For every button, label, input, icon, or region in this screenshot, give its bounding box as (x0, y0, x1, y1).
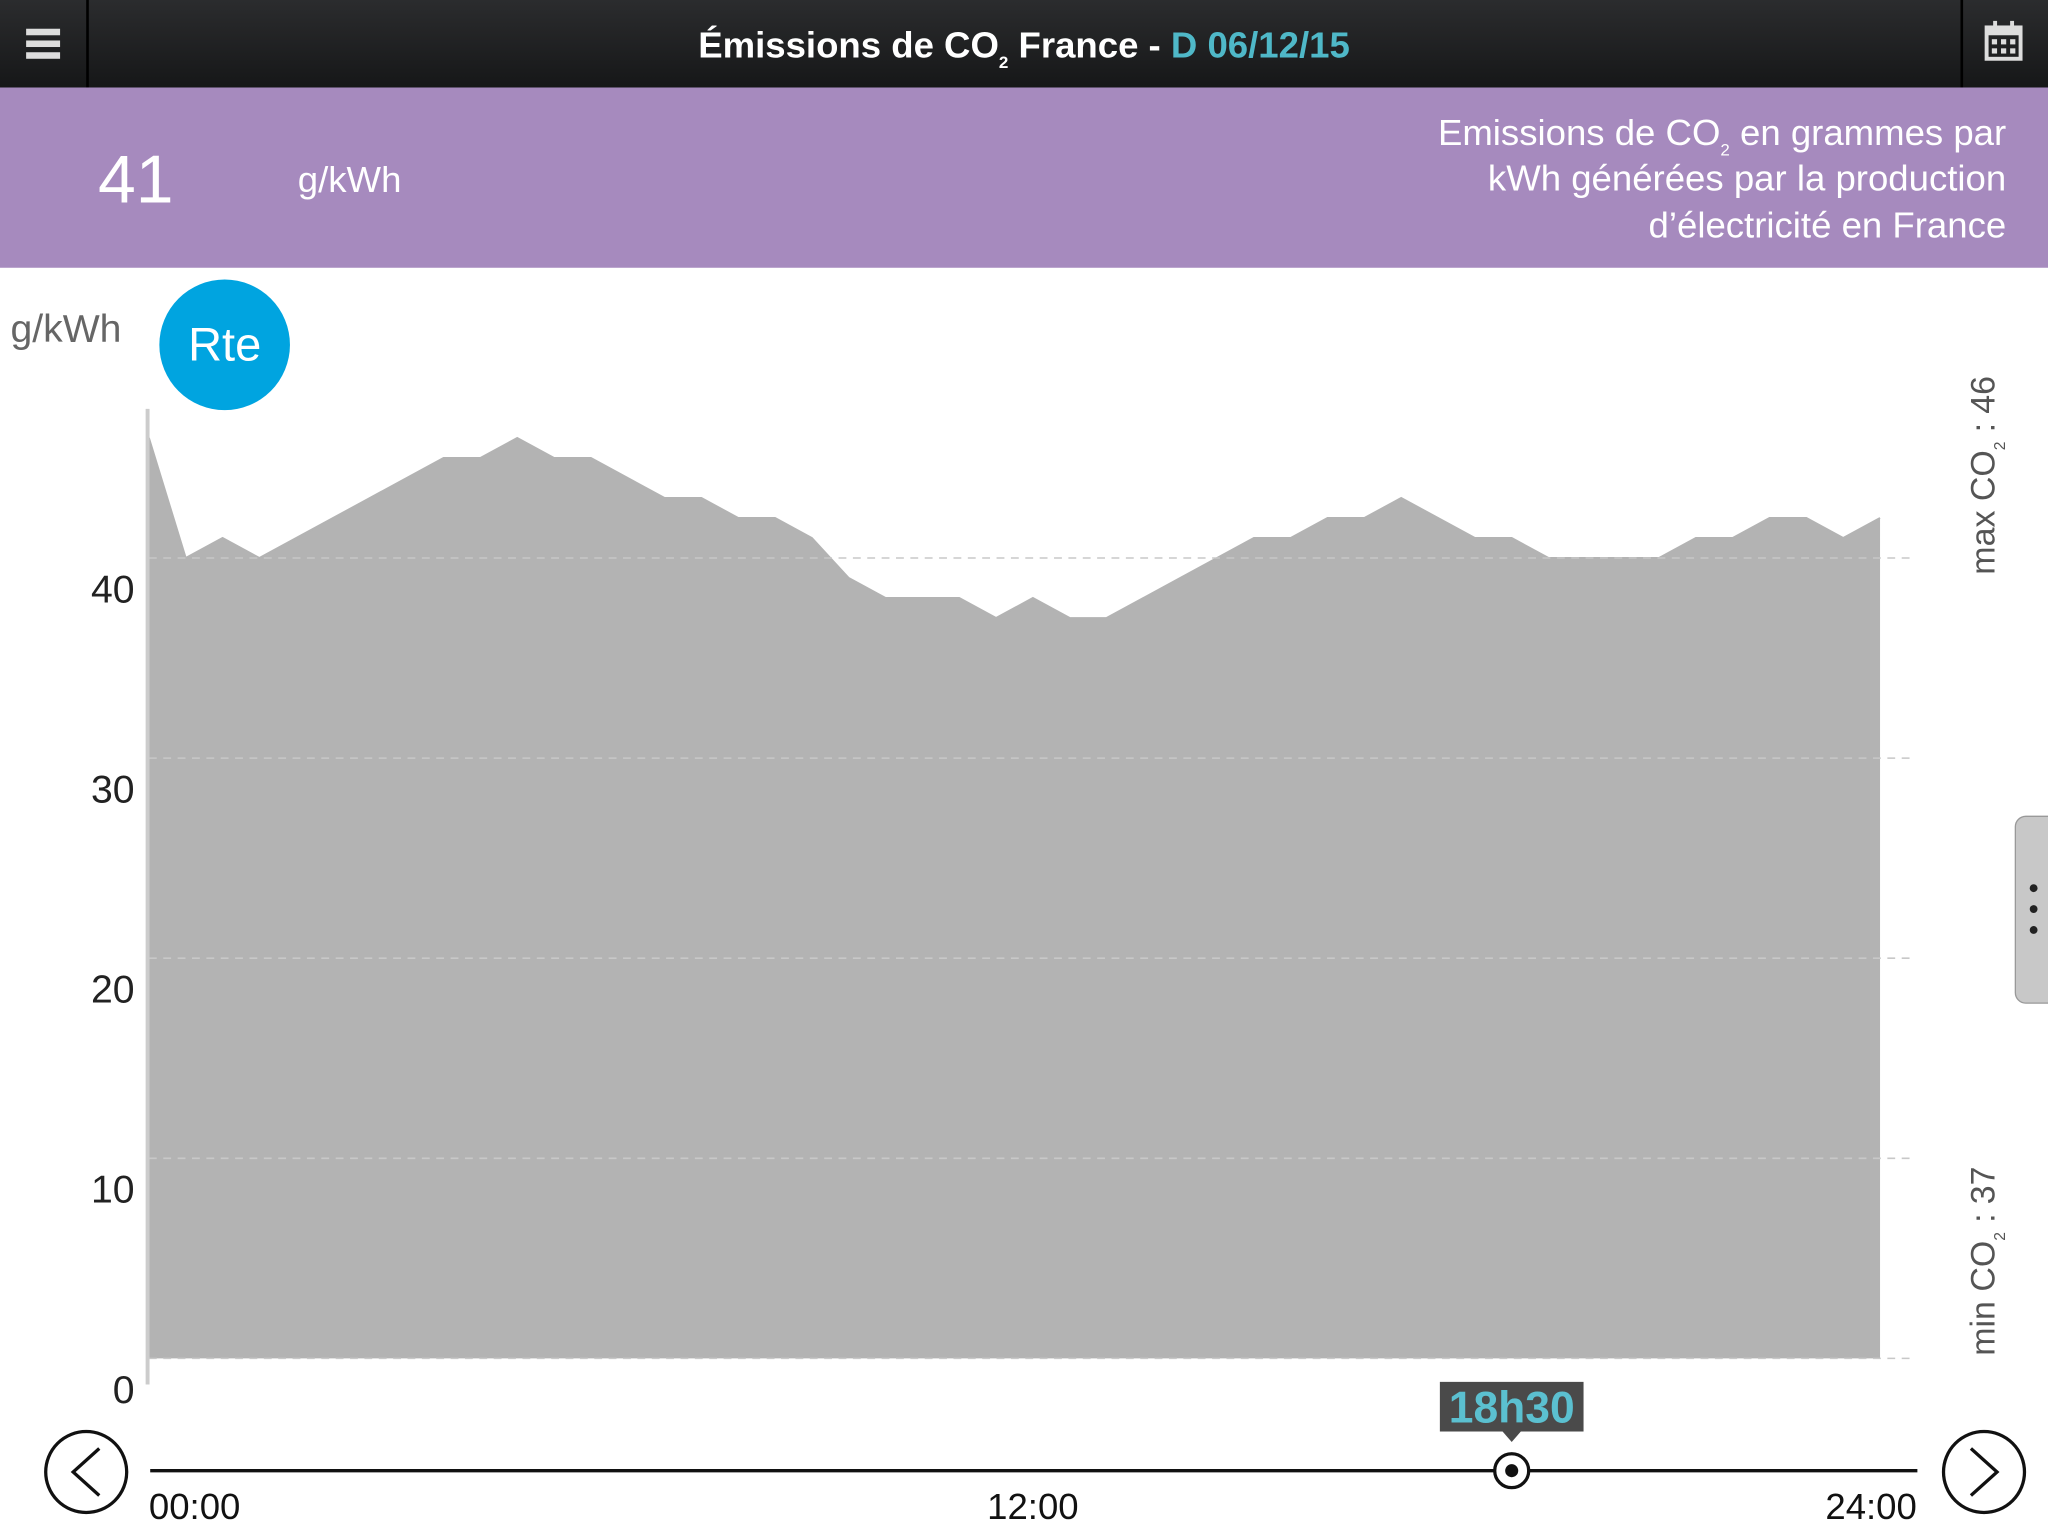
current-value: 41 (98, 142, 174, 217)
description-text: en grammes par (1730, 112, 2006, 153)
logo (159, 279, 290, 411)
y-tick-label: 30 (91, 769, 135, 812)
x-tick-label: 12:00 (987, 1486, 1079, 1527)
min-value: 37 (1964, 1167, 2002, 1205)
screen-title: Émissions de CO2 France - D 06/12/15 (698, 24, 1350, 71)
min-separator: : (1964, 1213, 2002, 1222)
min-text: min CO (1964, 1241, 2002, 1356)
max-subscript: 2 (1992, 442, 2009, 451)
previous-day-button[interactable] (44, 1429, 129, 1515)
header-bar (0, 0, 2048, 88)
description-line: d’électricité en France (1649, 205, 2007, 246)
min-label: min CO2: 37 (1964, 1167, 2008, 1356)
time-cursor[interactable]: 18h30 (1439, 1381, 1584, 1490)
max-value: 46 (1964, 376, 2002, 414)
logo-text: Rte (188, 317, 261, 370)
menu-button[interactable] (0, 0, 86, 88)
y-tick-label: 10 (91, 1169, 135, 1212)
current-unit: g/kWh (298, 159, 402, 200)
cursor-label: 18h30 (1449, 1383, 1575, 1432)
max-separator: : (1964, 423, 2002, 432)
y-tick-label: 40 (91, 568, 135, 611)
cursor-label-box (1439, 1381, 1584, 1432)
x-tick-label: 24:00 (1825, 1486, 1917, 1527)
description-line: Emissions de CO2 en grammes par (1438, 112, 2006, 159)
max-text: max CO (1964, 450, 2002, 574)
description-line: kWh générées par la production (1488, 158, 2006, 199)
max-label: max CO2: 46 (1964, 376, 2008, 575)
title-subscript: 2 (999, 53, 1008, 72)
y-axis-label: g/kWh (10, 308, 121, 351)
area-fill (148, 437, 1881, 1359)
title-text: France - (1008, 24, 1171, 65)
y-tick-label: 20 (91, 969, 135, 1012)
x-tick-label: 00:00 (149, 1486, 241, 1527)
summary-band (0, 87, 2048, 268)
side-panel-handle[interactable] (2014, 815, 2048, 1004)
min-subscript: 2 (1992, 1232, 2009, 1241)
title-date: D 06/12/15 (1171, 24, 1350, 65)
description-text: Emissions de CO (1438, 112, 1720, 153)
cursor-knob-dot (1505, 1464, 1519, 1478)
cursor-label-pointer (1502, 1431, 1521, 1442)
y-tick-label: 0 (113, 1369, 135, 1412)
description-subscript: 2 (1720, 140, 1729, 159)
title-text: Émissions de CO (698, 24, 999, 65)
calendar-button[interactable] (1963, 0, 2048, 88)
next-day-button[interactable] (1941, 1429, 2027, 1515)
